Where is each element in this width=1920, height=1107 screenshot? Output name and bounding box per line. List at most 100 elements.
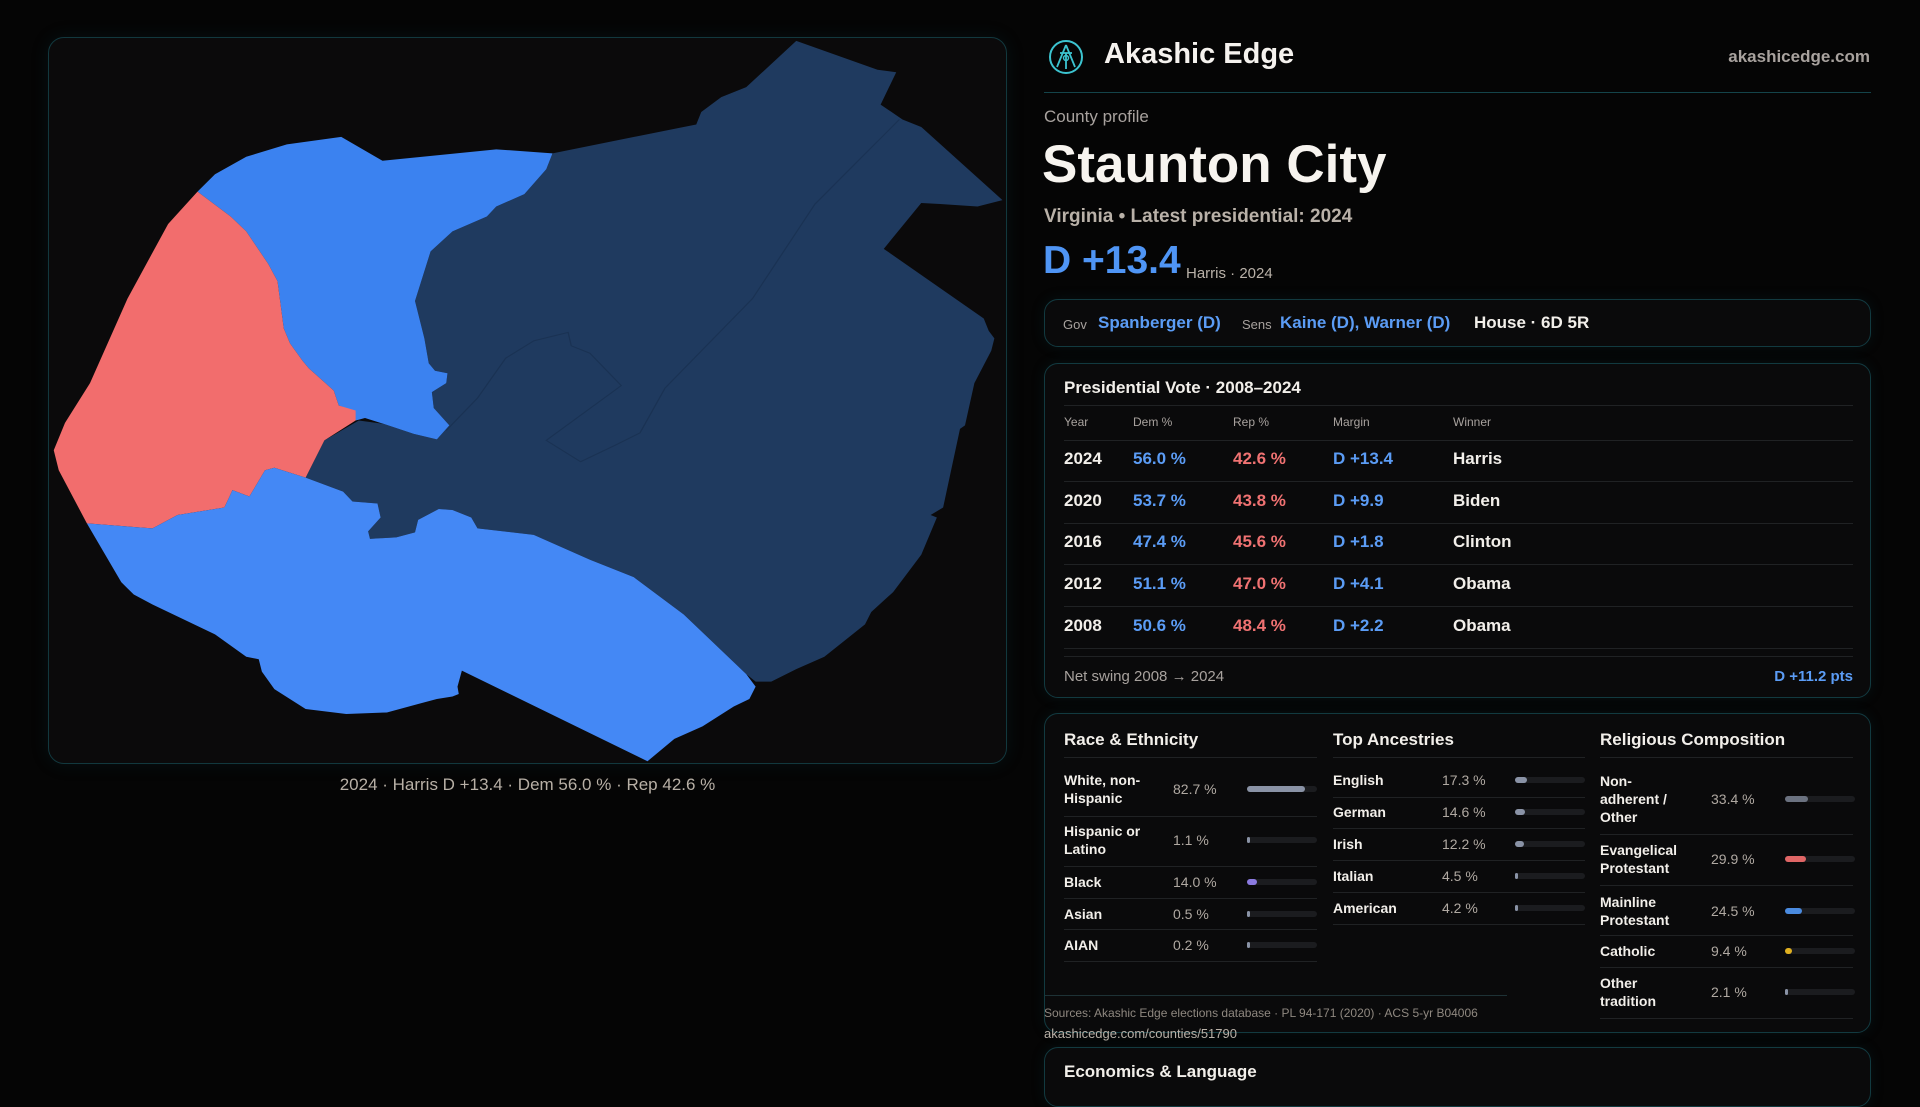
ancestry-bar-fill [1515, 841, 1524, 847]
religion-value: 33.4 % [1711, 791, 1755, 807]
ancestry-value: 4.2 % [1442, 900, 1478, 916]
precinct-rep-west[interactable] [53, 191, 356, 529]
race-value: 0.5 % [1173, 906, 1209, 922]
religion-bar [1785, 908, 1855, 914]
cell-rep: 42.6 % [1233, 449, 1286, 468]
swing-label: Net swing 2008 → 2024 [1064, 668, 1225, 685]
ancestry-value: 14.6 % [1442, 804, 1486, 820]
cell-margin: D +9.9 [1333, 491, 1384, 510]
cell-rep: 43.8 % [1233, 491, 1286, 510]
cell-margin: D +1.8 [1333, 532, 1384, 551]
cell-dem: 50.6 % [1133, 616, 1186, 635]
race-bar [1247, 786, 1317, 792]
race-bar-fill [1247, 879, 1257, 885]
column-header: Year [1064, 415, 1089, 429]
race-bar [1247, 942, 1317, 948]
religion-label: Mainline Protestant [1600, 894, 1670, 928]
race-value: 82.7 % [1173, 781, 1217, 797]
precinct-dem-south[interactable] [86, 467, 756, 762]
religion-bar [1785, 948, 1855, 954]
ancestry-bar-fill [1515, 905, 1518, 911]
cell-winner: Biden [1453, 491, 1501, 510]
religion-title: Religious Composition [1600, 730, 1786, 749]
race-bar [1247, 837, 1317, 843]
headline-margin: D +13.4 [1043, 239, 1181, 282]
race-bar-fill [1247, 911, 1250, 917]
senators-link[interactable]: Kaine (D), Warner (D) [1280, 313, 1451, 332]
gov-label: Gov [1063, 317, 1087, 332]
race-bar-fill [1247, 837, 1250, 843]
economics-panel: Economics & Language [1044, 1047, 1871, 1107]
ancestry-bar-fill [1515, 873, 1519, 879]
sens-label: Sens [1242, 317, 1272, 332]
officials-bar: Gov Spanberger (D) Sens Kaine (D), Warne… [1044, 299, 1871, 347]
ancestry-label: Irish [1333, 836, 1363, 852]
column-header: Rep % [1233, 415, 1270, 429]
cell-rep: 47.0 % [1233, 574, 1286, 593]
ancestry-bar [1515, 873, 1585, 879]
cell-dem: 51.1 % [1133, 574, 1186, 593]
ancestry-label: Italian [1333, 868, 1374, 884]
race-bar-fill [1247, 786, 1305, 792]
kicker: County profile [1044, 107, 1149, 126]
ancestry-title: Top Ancestries [1333, 730, 1454, 749]
religion-bar-fill [1785, 796, 1809, 802]
cell-year: 2008 [1064, 616, 1102, 635]
presidential-panel: Presidential Vote · 2008–2024 Year Dem % R… [1044, 363, 1871, 698]
cell-winner: Obama [1453, 574, 1511, 593]
ancestry-bar-fill [1515, 809, 1526, 815]
column-header: Winner [1453, 415, 1492, 429]
precinct-dem-dark[interactable] [305, 40, 1003, 682]
ancestry-label: American [1333, 900, 1397, 916]
ancestry-bar [1515, 809, 1585, 815]
economics-title: Economics & Language [1064, 1062, 1257, 1081]
subtitle: Virginia • Latest presidential: 2024 [1044, 206, 1353, 227]
cell-year: 2012 [1064, 574, 1102, 593]
religion-bar-fill [1785, 856, 1806, 862]
sources-note: Sources: Akashic Edge elections database… [1044, 1006, 1478, 1020]
cell-rep: 45.6 % [1233, 532, 1286, 551]
cell-rep: 48.4 % [1233, 616, 1286, 635]
race-label: White, non-Hispanic [1064, 772, 1141, 806]
ancestry-label: German [1333, 804, 1386, 820]
site-link[interactable]: akashicedge.com [1728, 47, 1870, 66]
cell-year: 2024 [1064, 449, 1102, 468]
religion-value: 2.1 % [1711, 984, 1747, 1000]
race-label: Asian [1064, 906, 1103, 922]
race-label: Hispanic or Latino [1064, 823, 1141, 857]
column-header: Margin [1333, 415, 1370, 429]
ancestry-label: English [1333, 772, 1384, 788]
religion-bar-fill [1785, 908, 1803, 914]
cell-year: 2016 [1064, 532, 1102, 551]
precinct-dem-north[interactable] [197, 136, 553, 440]
race-value: 0.2 % [1173, 937, 1209, 953]
race-title: Race & Ethnicity [1064, 730, 1199, 749]
cell-dem: 53.7 % [1133, 491, 1186, 510]
ancestry-bar-fill [1515, 777, 1528, 783]
religion-bar-fill [1785, 948, 1792, 954]
demographics-panel: Race & Ethnicity Top Ancestries Religiou… [1044, 713, 1871, 1033]
map-caption: 2024 · Harris D +13.4 · Dem 56.0 % · Rep… [339, 775, 716, 794]
cell-dem: 56.0 % [1133, 449, 1186, 468]
religion-value: 29.9 % [1711, 851, 1755, 867]
race-bar [1247, 879, 1317, 885]
cell-margin: D +13.4 [1333, 449, 1394, 468]
precinct-boundary [445, 119, 900, 463]
religion-value: 24.5 % [1711, 903, 1755, 919]
religion-label: Non-adherent / Other [1600, 773, 1667, 825]
logo-icon [1049, 40, 1083, 74]
religion-label: Catholic [1600, 943, 1656, 959]
governor-link[interactable]: Spanberger (D) [1098, 313, 1221, 332]
ancestry-bar [1515, 777, 1585, 783]
margin-note: Harris · 2024 [1186, 265, 1273, 282]
race-value: 14.0 % [1173, 874, 1217, 890]
race-bar-fill [1247, 942, 1250, 948]
county-url[interactable]: akashicedge.com/counties/51790 [1044, 1026, 1237, 1041]
ancestry-value: 12.2 % [1442, 836, 1486, 852]
religion-value: 9.4 % [1711, 943, 1747, 959]
cell-margin: D +4.1 [1333, 574, 1384, 593]
presidential-title: Presidential Vote · 2008–2024 [1064, 378, 1301, 397]
precinct-map[interactable] [40, 20, 1020, 800]
religion-bar [1785, 989, 1855, 995]
ancestry-value: 17.3 % [1442, 772, 1486, 788]
